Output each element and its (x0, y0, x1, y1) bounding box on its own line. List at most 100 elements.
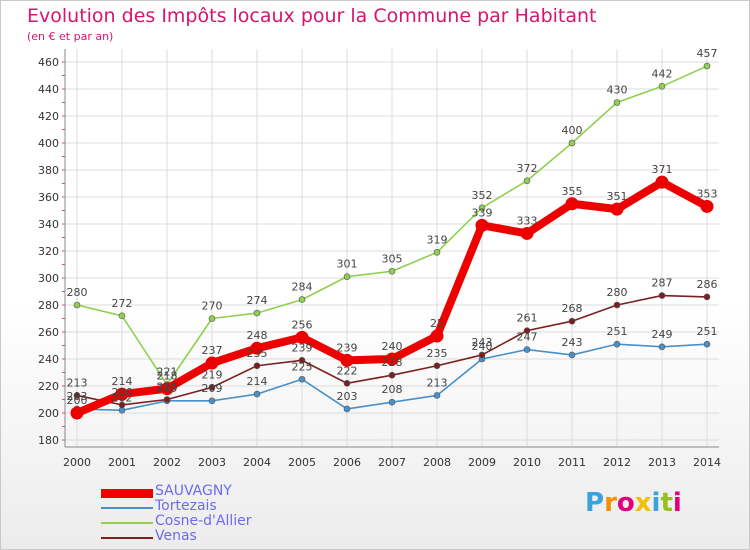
data-point-cosne-d-allier (703, 62, 711, 70)
y-tick-label: 440 (38, 83, 59, 96)
data-point-cosne-d-allier (298, 296, 306, 303)
chart-title: Evolution des Impôts locaux pour la Comm… (27, 5, 597, 27)
data-label-cosne-d-allier: 430 (607, 84, 628, 97)
data-label-tortezais: 247 (517, 331, 538, 344)
logo-letter: i (672, 488, 682, 518)
data-point-cosne-d-allier (253, 309, 261, 317)
axes: 180 200 220 240 260 280 300 320 340 360 380 400 420 4… (38, 49, 721, 469)
data-label-tortezais: 243 (562, 336, 583, 349)
y-tick-label: 280 (38, 299, 59, 312)
y-tick-label: 420 (38, 110, 59, 123)
legend-swatch-tortezais (101, 507, 153, 509)
y-tick-label: 340 (38, 218, 59, 231)
data-label-cosne-d-allier: 400 (562, 124, 583, 137)
data-point-tortezais (298, 375, 306, 383)
data-label-venas: 243 (472, 336, 493, 349)
data-point-sauvagny (655, 175, 669, 189)
data-point-sauvagny (385, 352, 399, 366)
data-label-sauvagny: 339 (472, 206, 493, 219)
legend-swatch-venas (101, 537, 153, 539)
data-point-tortezais (523, 346, 531, 353)
data-point-venas (343, 379, 351, 387)
data-point-tortezais (568, 351, 576, 359)
data-label-tortezais: 251 (607, 325, 628, 338)
data-label-tortezais: 240 (472, 340, 493, 353)
grid (65, 49, 719, 447)
data-label-cosne-d-allier: 372 (517, 162, 538, 175)
data-label-venas: 261 (517, 312, 538, 325)
data-point-cosne-d-allier (73, 301, 81, 309)
data-point-cosne-d-allier (568, 139, 576, 147)
y-tick-label: 400 (38, 137, 59, 150)
data-label-venas: 210 (157, 381, 178, 394)
x-tick-label: 2010 (513, 456, 541, 469)
x-tick-label: 2004 (243, 456, 271, 469)
data-point-sauvagny (250, 341, 264, 355)
data-label-venas: 239 (292, 341, 313, 354)
legend-swatch-cosne-d-allier (101, 522, 153, 524)
data-label-cosne-d-allier: 274 (247, 294, 268, 307)
data-point-tortezais (388, 398, 396, 406)
data-point-venas (523, 327, 531, 334)
data-point-venas (163, 396, 171, 403)
x-tick-label: 2012 (603, 456, 631, 469)
data-point-tortezais (703, 340, 711, 348)
data-point-sauvagny (340, 353, 354, 367)
data-label-tortezais: 249 (652, 328, 673, 341)
data-point-venas (613, 301, 621, 309)
data-point-cosne-d-allier (208, 315, 216, 322)
x-tick-label: 2005 (288, 456, 316, 469)
data-point-sauvagny (610, 202, 624, 216)
y-tick-label: 300 (38, 272, 59, 285)
data-point-venas (298, 357, 306, 364)
data-point-venas (658, 292, 666, 299)
data-label-sauvagny: 200 (67, 394, 88, 407)
y-tick-label: 320 (38, 245, 59, 258)
y-tick-label: 380 (38, 164, 59, 177)
y-tick-label: 360 (38, 191, 59, 204)
y-tick-label: 180 (38, 434, 59, 447)
data-point-tortezais (208, 397, 216, 405)
data-point-sauvagny (700, 199, 714, 213)
logo-letter: P (585, 488, 605, 518)
data-label-venas: 235 (247, 347, 268, 360)
data-label-venas: 213 (67, 376, 88, 389)
data-point-tortezais (253, 390, 261, 398)
data-label-tortezais: 202 (112, 391, 133, 404)
data-point-venas (478, 351, 486, 359)
data-point-sauvagny (565, 197, 579, 211)
data-point-venas (433, 362, 441, 370)
data-label-tortezais: 209 (157, 382, 178, 395)
logo-letter: i (651, 488, 661, 518)
data-label-cosne-d-allier: 442 (652, 67, 673, 80)
data-label-cosne-d-allier: 280 (67, 286, 88, 299)
data-point-tortezais (658, 343, 666, 351)
data-point-cosne-d-allier (118, 312, 126, 320)
data-point-cosne-d-allier (613, 99, 621, 106)
data-label-sauvagny: 218 (157, 370, 178, 383)
data-point-cosne-d-allier (343, 273, 351, 280)
data-point-venas (388, 371, 396, 379)
data-point-tortezais (343, 405, 351, 413)
x-tick-label: 2011 (558, 456, 586, 469)
x-tick-label: 2008 (423, 456, 451, 469)
data-point-venas (253, 362, 261, 370)
logo-letter: x (634, 488, 652, 518)
data-point-sauvagny (430, 329, 444, 343)
data-point-venas (73, 392, 81, 399)
data-label-venas: 222 (337, 364, 358, 377)
y-tick-label: 260 (38, 326, 59, 339)
logo-letter: o (616, 488, 635, 518)
data-label-sauvagny: 256 (292, 318, 313, 331)
data-label-tortezais: 203 (337, 390, 358, 403)
data-label-cosne-d-allier: 352 (472, 189, 493, 202)
data-label-tortezais: 213 (427, 376, 448, 389)
legend-label-tortezais: Tortezais (155, 498, 217, 514)
data-label-tortezais: 208 (382, 383, 403, 396)
data-point-sauvagny (160, 382, 174, 396)
data-label-tortezais: 214 (247, 375, 268, 388)
data-label-cosne-d-allier: 301 (337, 258, 358, 271)
data-label-sauvagny: 214 (112, 375, 133, 388)
